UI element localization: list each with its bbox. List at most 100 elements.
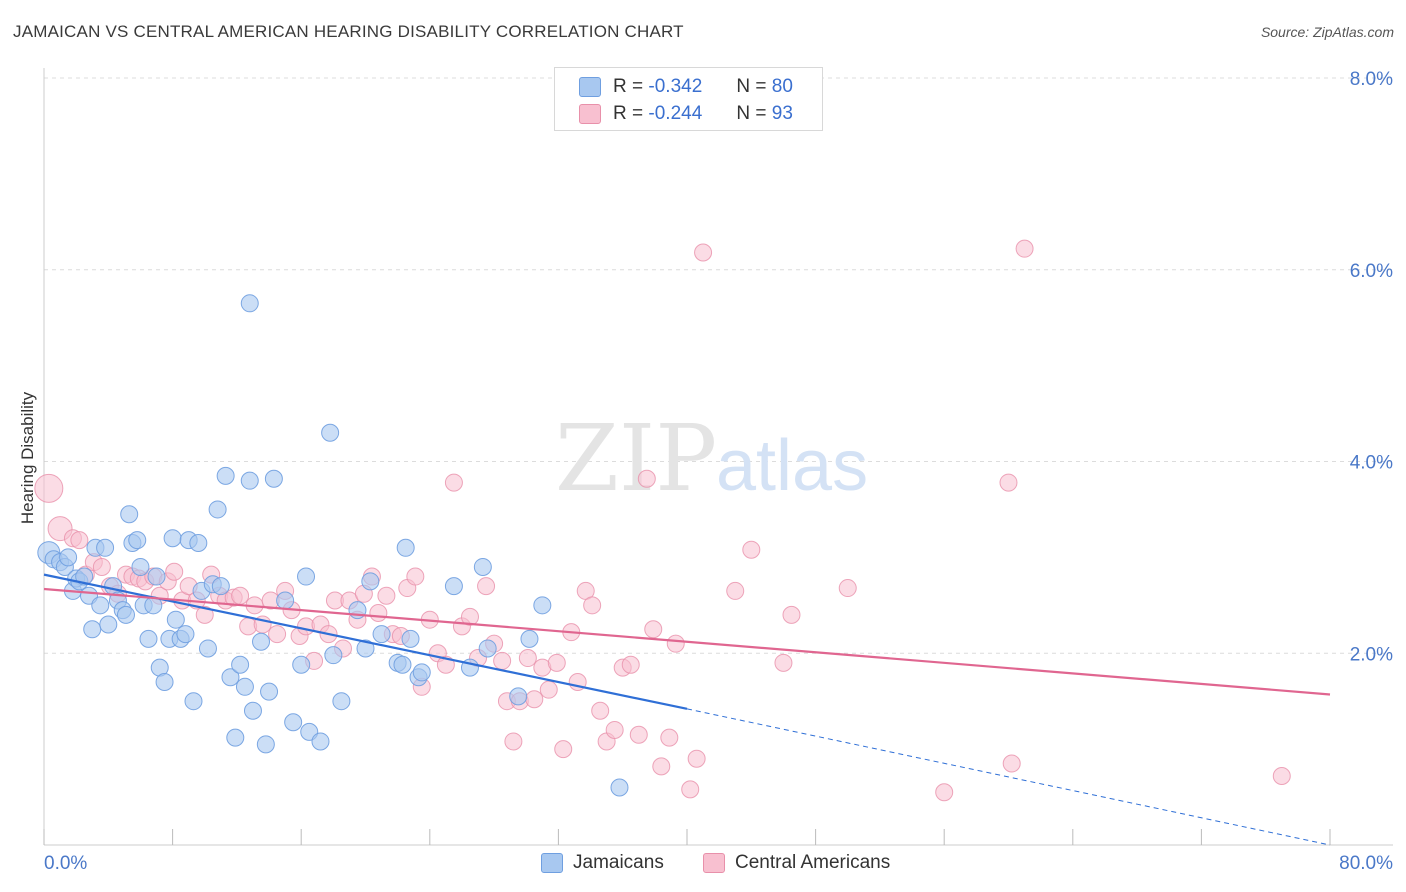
jamaicans-point [116,605,135,624]
jamaicans-point [393,655,412,674]
central-americans-points [34,239,1291,802]
jamaicans-point [243,701,262,720]
jamaicans-point [231,655,250,674]
jamaicans-point [332,692,351,711]
central-americans-point [687,749,706,768]
bottom-legend-label: Central Americans [735,852,891,873]
jamaicans-point [533,596,552,615]
jamaicans-point [211,577,230,596]
central-americans-point [460,607,479,626]
jamaicans-point [311,732,330,751]
jamaicans-point [163,529,182,548]
bottom-legend-swatch-pink [703,853,725,873]
jamaicans-point [256,735,275,754]
jamaicans-point [226,728,245,747]
y-axis-label: Hearing Disability [18,391,37,524]
legend-box: R = -0.342 N = 80 R = -0.244 N = 93 [554,67,823,131]
jamaicans-point [235,677,254,696]
x-tick-label: 80.0% [1339,853,1393,874]
jamaicans-point [99,615,118,634]
jamaicans-trend-extension [686,708,1331,846]
grid-lines [44,77,1393,654]
central-americans-trend-line [43,587,1331,696]
jamaicans-point [412,663,431,682]
jamaicans-point [610,778,629,797]
watermark: ZIP atlas [555,405,868,512]
central-americans-point [525,690,544,709]
central-americans-point [539,680,558,699]
jamaicans-point [166,610,185,629]
central-americans-point [369,603,388,622]
jamaicans-point [59,548,78,567]
source-label: Source: ZipAtlas.com [1260,24,1394,40]
bottom-legend-swatch-blue [541,853,563,873]
jamaicans-point [221,668,240,687]
legend-n-label: N = [736,76,767,97]
bottom-legend-central-americans: Central Americans [703,852,890,874]
jamaicans-point [155,673,174,692]
jamaicans-point [131,557,150,576]
legend-row-jamaicans: R = -0.342 N = 80 [579,73,793,101]
central-americans-point [694,243,713,262]
central-americans-point [629,725,648,744]
central-americans-point [406,567,425,586]
jamaicans-point [264,469,283,488]
central-americans-point [666,634,685,653]
tick-labels: 2.0% 4.0% 6.0% 8.0% 0.0% 80.0% [44,69,1393,874]
jamaicans-point [176,625,195,644]
central-americans-point [774,653,793,672]
central-americans-point [165,562,184,581]
jamaicans-point [444,577,463,596]
jamaicans-point [473,557,492,576]
central-americans-point [231,586,250,605]
jamaicans-point [361,572,380,591]
bottom-legend-label: Jamaicans [573,852,664,873]
legend-r-value: -0.342 [648,76,703,97]
axes [43,68,1393,846]
jamaicans-point [208,500,227,519]
jamaicans-point [147,567,166,586]
jamaicans-points [37,294,629,797]
jamaicans-point [321,423,340,442]
central-americans-point [583,596,602,615]
central-americans-point [935,783,954,802]
central-americans-point [1272,766,1291,785]
legend-r-value: -0.244 [648,103,703,124]
central-americans-point [999,473,1018,492]
jamaicans-point [356,639,375,658]
central-americans-point [268,625,287,644]
central-americans-point [652,757,671,776]
jamaicans-point [396,538,415,557]
central-americans-point [621,655,640,674]
y-tick-label: 6.0% [1350,261,1393,282]
legend-n-value: 93 [771,103,793,124]
chart-title: JAMAICAN VS CENTRAL AMERICAN HEARING DIS… [13,22,684,41]
central-americans-point [726,581,745,600]
legend-n-value: 80 [771,76,793,97]
central-americans-point [518,649,537,668]
bottom-legend: Jamaicans Central Americans [0,852,1406,876]
jamaicans-point [520,629,539,648]
central-americans-point [605,720,624,739]
jamaicans-point [198,639,217,658]
central-americans-point [591,701,610,720]
trend-lines [43,573,1331,846]
legend-n-label: N = [736,103,767,124]
jamaicans-point [75,567,94,586]
jamaicans-point [216,466,235,485]
jamaicans-point [91,596,110,615]
central-americans-point [34,473,64,503]
legend-row-central-americans: R = -0.244 N = 93 [579,100,793,128]
bottom-legend-jamaicans: Jamaicans [541,852,664,874]
central-americans-point [554,740,573,759]
jamaicans-point [252,632,271,651]
legend-r-label: R = [613,76,644,97]
legend-swatch-blue [579,77,601,97]
jamaicans-point [372,625,391,644]
jamaicans-point [509,687,528,706]
jamaicans-point [478,639,497,658]
central-americans-point [681,780,700,799]
central-americans-point [70,531,89,550]
central-americans-point [644,620,663,639]
